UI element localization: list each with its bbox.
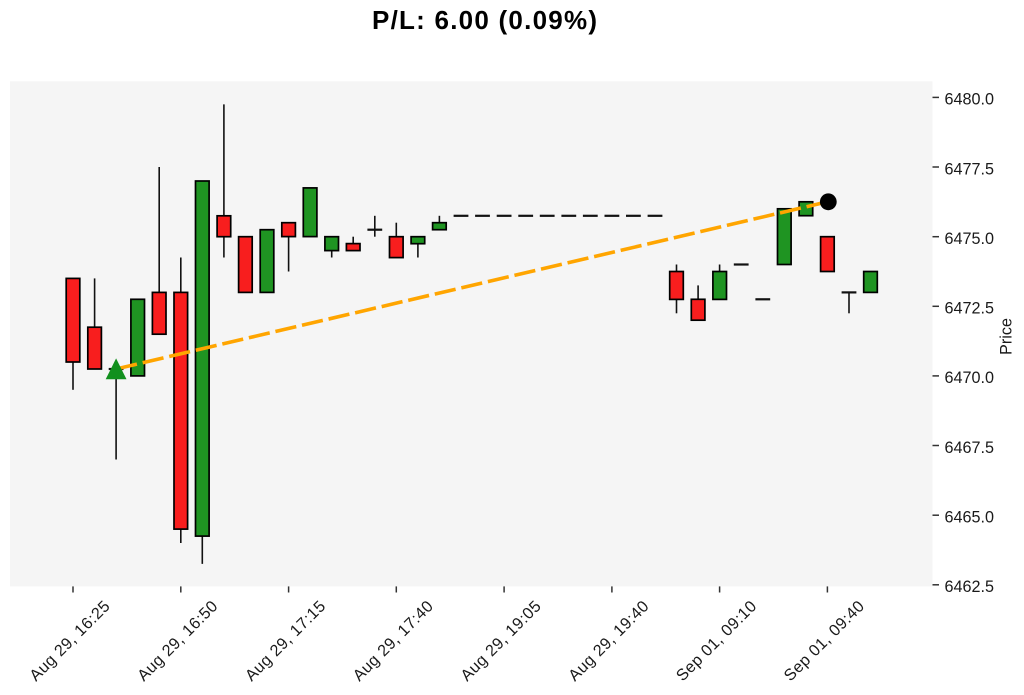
svg-text:Aug 29, 16:25: Aug 29, 16:25 (26, 597, 114, 685)
svg-text:Price: Price (998, 318, 1016, 355)
svg-text:6470.0: 6470.0 (945, 369, 995, 387)
svg-text:Sep 01, 09:40: Sep 01, 09:40 (781, 597, 869, 685)
svg-text:P/L: 6.00 (0.09%): P/L: 6.00 (0.09%) (372, 5, 597, 35)
svg-text:Aug 29, 17:40: Aug 29, 17:40 (349, 597, 437, 685)
svg-text:6467.5: 6467.5 (945, 439, 995, 457)
svg-text:Sep 01, 09:10: Sep 01, 09:10 (673, 597, 761, 685)
svg-text:6477.5: 6477.5 (945, 160, 995, 178)
svg-text:6462.5: 6462.5 (945, 578, 995, 596)
svg-text:6465.0: 6465.0 (945, 509, 995, 527)
svg-text:Aug 29, 19:05: Aug 29, 19:05 (457, 597, 545, 685)
svg-text:6480.0: 6480.0 (945, 91, 995, 109)
svg-text:6475.0: 6475.0 (945, 230, 995, 248)
svg-text:Aug 29, 16:50: Aug 29, 16:50 (134, 597, 222, 685)
svg-text:Aug 29, 17:15: Aug 29, 17:15 (242, 597, 330, 685)
svg-text:6472.5: 6472.5 (945, 300, 995, 318)
svg-text:Aug 29, 19:40: Aug 29, 19:40 (565, 597, 653, 685)
